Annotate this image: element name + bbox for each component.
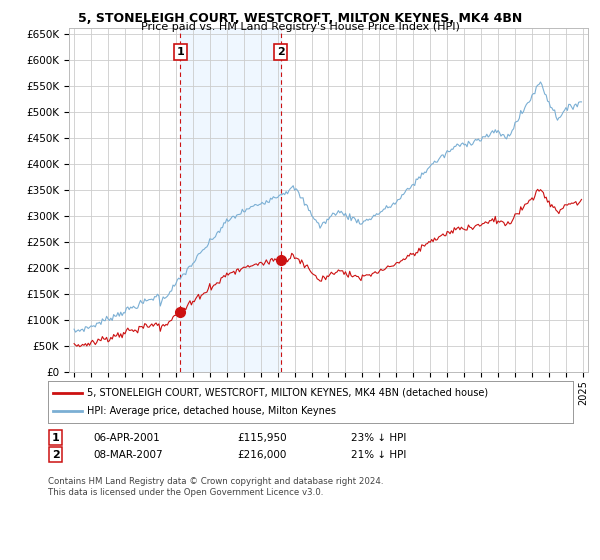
Text: 1: 1 [176, 47, 184, 57]
Bar [181, 28, 281, 372]
Text: 5, STONELEIGH COURT, WESTCROFT, MILTON KEYNES, MK4 4BN: 5, STONELEIGH COURT, WESTCROFT, MILTON K… [78, 12, 522, 25]
Text: 2: 2 [277, 47, 284, 57]
Text: HPI: Average price, detached house, Milton Keynes: HPI: Average price, detached house, Milt… [88, 406, 337, 416]
Text: 23% ↓ HPI: 23% ↓ HPI [351, 433, 406, 443]
Text: 1: 1 [52, 433, 59, 443]
Text: 06-APR-2001: 06-APR-2001 [93, 433, 160, 443]
Text: £115,950: £115,950 [237, 433, 287, 443]
Text: 5, STONELEIGH COURT, WESTCROFT, MILTON KEYNES, MK4 4BN (detached house): 5, STONELEIGH COURT, WESTCROFT, MILTON K… [88, 388, 488, 398]
Text: £216,000: £216,000 [237, 450, 286, 460]
Text: Contains HM Land Registry data © Crown copyright and database right 2024.
This d: Contains HM Land Registry data © Crown c… [48, 477, 383, 497]
Text: Price paid vs. HM Land Registry's House Price Index (HPI): Price paid vs. HM Land Registry's House … [140, 22, 460, 32]
Text: 2: 2 [52, 450, 59, 460]
Text: 08-MAR-2007: 08-MAR-2007 [93, 450, 163, 460]
Text: 21% ↓ HPI: 21% ↓ HPI [351, 450, 406, 460]
